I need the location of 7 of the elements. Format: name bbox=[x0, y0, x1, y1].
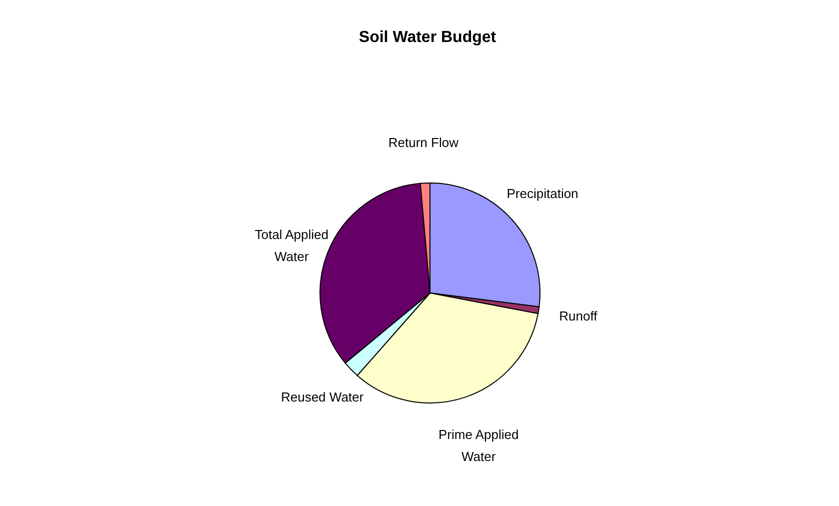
slice-label: Runoff bbox=[559, 308, 598, 324]
slice-label: Reused Water bbox=[280, 389, 364, 404]
slice-label: Prime Applied Water bbox=[438, 426, 519, 464]
slice-label: Precipitation bbox=[506, 186, 578, 201]
slice-label: Total Applied Water bbox=[254, 227, 328, 264]
slice-label: Return Flow bbox=[388, 135, 460, 150]
chart-title: Soil Water Budget bbox=[358, 29, 497, 46]
